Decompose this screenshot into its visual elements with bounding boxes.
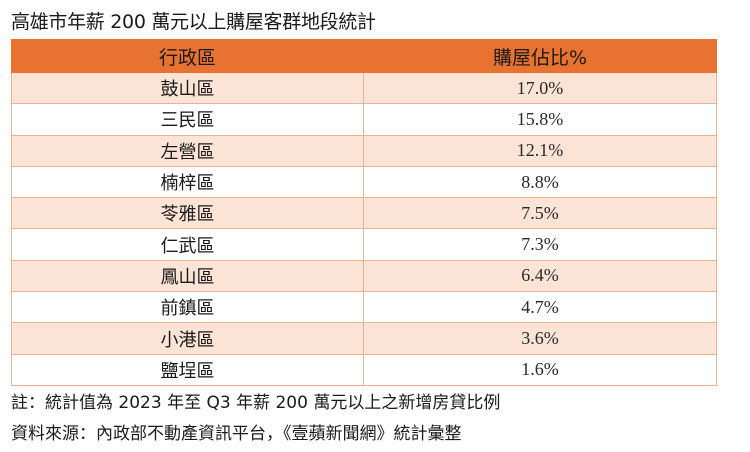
- share-cell: 4.7%: [363, 291, 717, 324]
- share-cell: 7.5%: [363, 197, 717, 230]
- table-row: 三民區 15.8%: [11, 103, 717, 136]
- table-row: 小港區 3.6%: [11, 322, 717, 355]
- table-row: 仁武區 7.3%: [11, 228, 717, 261]
- table-row: 左營區 12.1%: [11, 134, 717, 167]
- share-cell: 12.1%: [363, 134, 717, 167]
- table-row: 鼓山區 17.0%: [11, 71, 717, 105]
- district-cell: 楠梓區: [11, 165, 364, 199]
- district-cell: 小港區: [11, 322, 364, 355]
- district-cell: 鹽埕區: [11, 353, 364, 386]
- share-cell: 8.8%: [363, 165, 717, 199]
- district-cell: 鳳山區: [11, 259, 364, 293]
- share-cell: 1.6%: [363, 353, 717, 386]
- footnote: 註：統計值為 2023 年至 Q3 年薪 200 萬元以上之新增房貸比例: [11, 393, 501, 413]
- table-row: 楠梓區 8.8%: [11, 165, 717, 199]
- district-cell: 左營區: [11, 134, 364, 167]
- district-cell: 前鎮區: [11, 291, 364, 324]
- column-header-share: 購屋佔比%: [363, 39, 717, 73]
- share-cell: 3.6%: [363, 322, 717, 355]
- district-cell: 三民區: [11, 103, 364, 136]
- share-cell: 7.3%: [363, 228, 717, 261]
- district-cell: 仁武區: [11, 228, 364, 261]
- column-header-district: 行政區: [11, 39, 364, 73]
- district-cell: 鼓山區: [11, 71, 364, 105]
- table-header-row: 行政區 購屋佔比%: [11, 39, 717, 73]
- source-note: 資料來源：內政部不動產資訊平台，《壹蘋新聞網》統計彙整: [11, 424, 462, 444]
- share-cell: 17.0%: [363, 71, 717, 105]
- share-cell: 6.4%: [363, 259, 717, 293]
- district-cell: 苓雅區: [11, 197, 364, 230]
- table-row: 鹽埕區 1.6%: [11, 353, 717, 386]
- share-cell: 15.8%: [363, 103, 717, 136]
- page-title: 高雄市年薪 200 萬元以上購屋客群地段統計: [11, 11, 376, 33]
- table-row: 苓雅區 7.5%: [11, 197, 717, 230]
- table-row: 鳳山區 6.4%: [11, 259, 717, 293]
- table-row: 前鎮區 4.7%: [11, 291, 717, 324]
- district-share-table: 行政區 購屋佔比% 鼓山區 17.0% 三民區 15.8% 左營區 12.1% …: [11, 39, 717, 386]
